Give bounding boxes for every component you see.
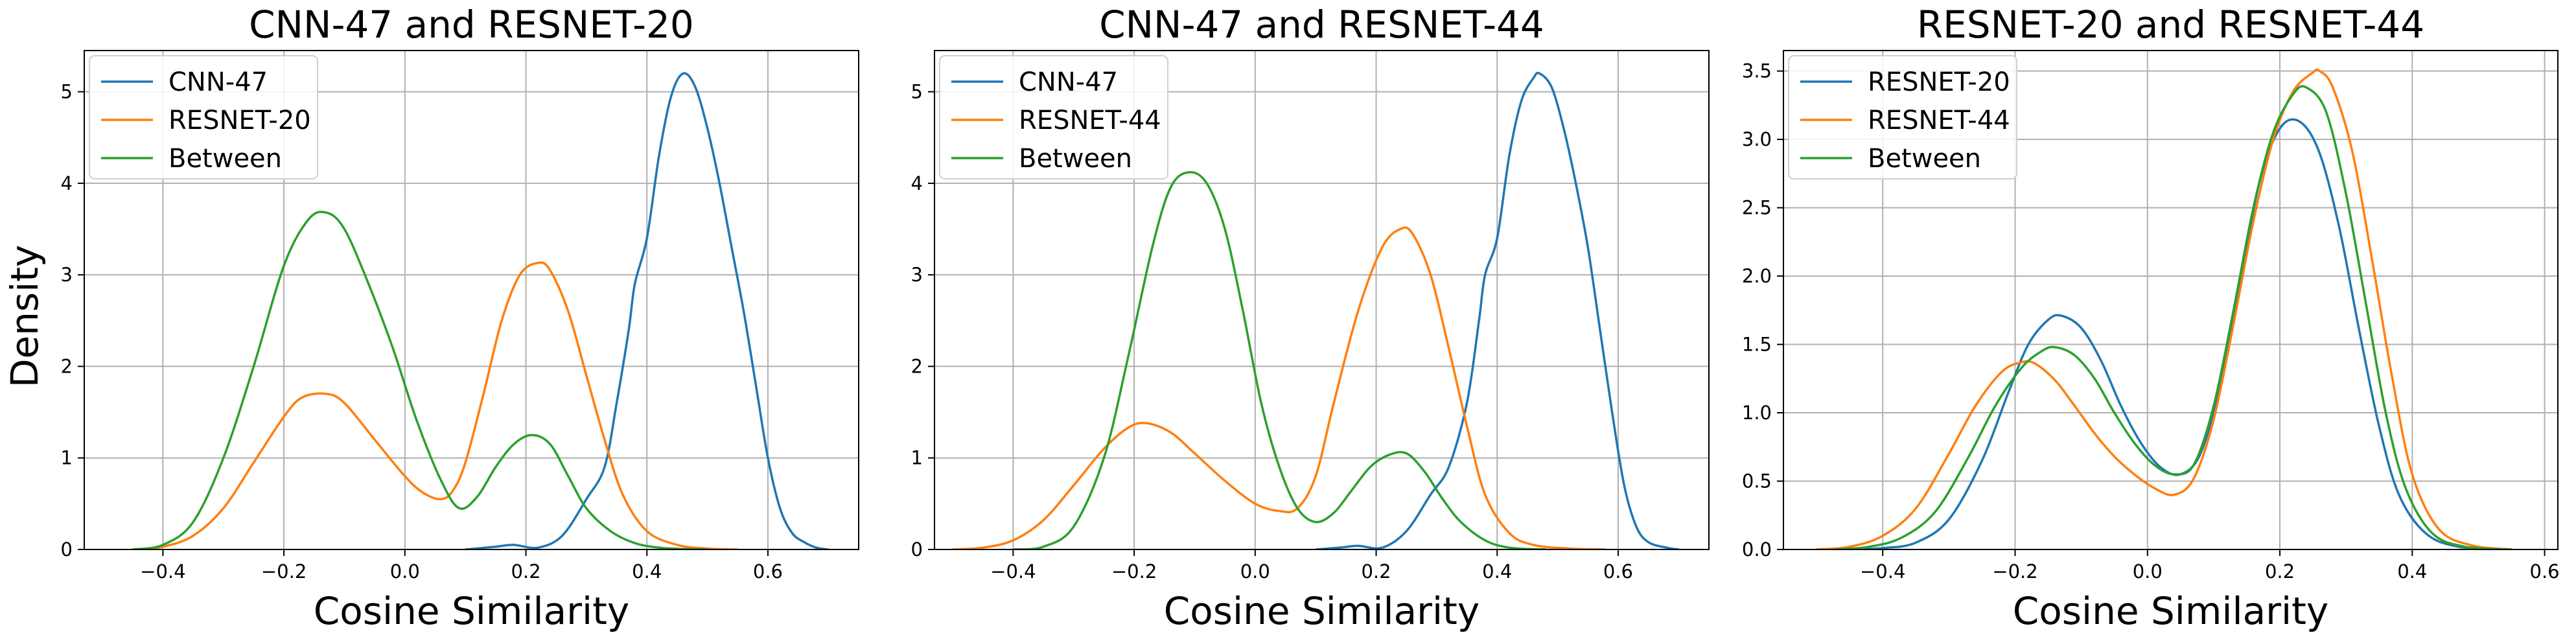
y-tick-label: 5 <box>61 81 73 103</box>
x-tick-label: 0.6 <box>1603 560 1633 583</box>
y-tick-label: 2 <box>911 355 923 377</box>
legend-box <box>89 55 318 179</box>
y-tick-label: 1.0 <box>1742 402 1772 424</box>
x-tick-label: 0.6 <box>2530 560 2560 583</box>
series-line <box>1013 170 1546 549</box>
y-tick-label: 5 <box>911 81 923 103</box>
series-line <box>465 72 829 549</box>
y-tick-label: 1.5 <box>1742 334 1772 356</box>
legend-label: RESNET-44 <box>1868 106 2010 135</box>
y-tick-label: 4 <box>61 172 73 194</box>
y-tick-label: 2.5 <box>1742 197 1772 219</box>
x-tick-label: 0.2 <box>1361 560 1391 583</box>
series-line <box>1316 71 1679 549</box>
legend-label: RESNET-20 <box>168 106 311 135</box>
y-tick-label: 2 <box>61 355 73 377</box>
x-tick-label: 0.4 <box>632 560 662 583</box>
y-tick-label: 0 <box>61 538 73 560</box>
plot-frame <box>934 50 1710 550</box>
series-line <box>1836 85 2512 549</box>
legend-label: Between <box>168 144 282 174</box>
x-tick-label: −0.2 <box>261 560 307 583</box>
legend-label: CNN-47 <box>168 67 268 97</box>
y-tick-label: 3 <box>911 264 923 286</box>
x-tick-label: −0.2 <box>1111 560 1157 583</box>
series-line <box>1816 68 2512 549</box>
legend-label: RESNET-44 <box>1019 106 1161 135</box>
y-tick-label: 1 <box>911 447 923 469</box>
x-tick-label: −0.2 <box>1992 560 2037 583</box>
legend-label: Between <box>1868 144 1981 174</box>
x-axis-label: Cosine Similarity <box>1164 589 1479 633</box>
x-tick-label: −0.4 <box>140 560 185 583</box>
series-line <box>132 211 708 549</box>
legend-box <box>1788 55 2017 179</box>
y-tick-label: 0 <box>911 538 923 560</box>
legend-box <box>939 55 1168 179</box>
x-tick-label: 0.2 <box>511 560 540 583</box>
figure-ylabel: Density <box>3 245 47 388</box>
y-tick-label: 2.0 <box>1742 265 1772 287</box>
plot-frame <box>1783 50 2559 550</box>
legend-label: CNN-47 <box>1019 67 1118 97</box>
series-line <box>1850 118 2512 549</box>
series-line <box>132 261 738 549</box>
x-tick-label: −0.4 <box>1860 560 1905 583</box>
x-axis-label: Cosine Similarity <box>2013 589 2328 633</box>
y-tick-label: 3 <box>61 264 73 286</box>
y-tick-label: 3.0 <box>1742 128 1772 150</box>
chart-panel-2: −0.4 −0.2 0.0 0.2 0.4 0.6 0 1 2 3 4 5 CNN-47 and RES… <box>911 3 1710 633</box>
x-tick-label: 0.0 <box>2133 560 2163 583</box>
chart-panel-1: −0.4 −0.2 0.0 0.2 0.4 0.6 0 1 2 3 4 5 CNN-47 and RES… <box>61 3 859 633</box>
x-tick-label: 0.6 <box>753 560 783 583</box>
y-tick-label: 0.5 <box>1742 470 1772 492</box>
y-tick-label: 0.0 <box>1742 538 1772 560</box>
plot-frame <box>84 50 859 550</box>
y-tick-label: 3.5 <box>1742 60 1772 82</box>
x-tick-label: 0.4 <box>1482 560 1512 583</box>
x-tick-label: 0.2 <box>2265 560 2295 583</box>
x-axis-label: Cosine Similarity <box>314 589 629 633</box>
x-tick-label: 0.4 <box>2397 560 2427 583</box>
x-tick-label: −0.4 <box>990 560 1036 583</box>
legend-label: Between <box>1019 144 1132 174</box>
y-tick-label: 4 <box>911 172 923 194</box>
chart-panel-3: −0.4 −0.2 0.0 0.2 0.4 0.6 0.0 0.5 1.0 1.5 2.0 2.5 3.… <box>1742 3 2560 633</box>
x-tick-label: 0.0 <box>1240 560 1270 583</box>
panel-title: RESNET-20 and RESNET-44 <box>1917 3 2424 47</box>
legend-label: RESNET-20 <box>1868 67 2010 97</box>
panel-title: CNN-47 and RESNET-20 <box>249 3 694 47</box>
series-line <box>952 226 1607 549</box>
x-tick-label: 0.0 <box>390 560 420 583</box>
y-tick-label: 1 <box>61 447 73 469</box>
panel-title: CNN-47 and RESNET-44 <box>1099 3 1544 47</box>
